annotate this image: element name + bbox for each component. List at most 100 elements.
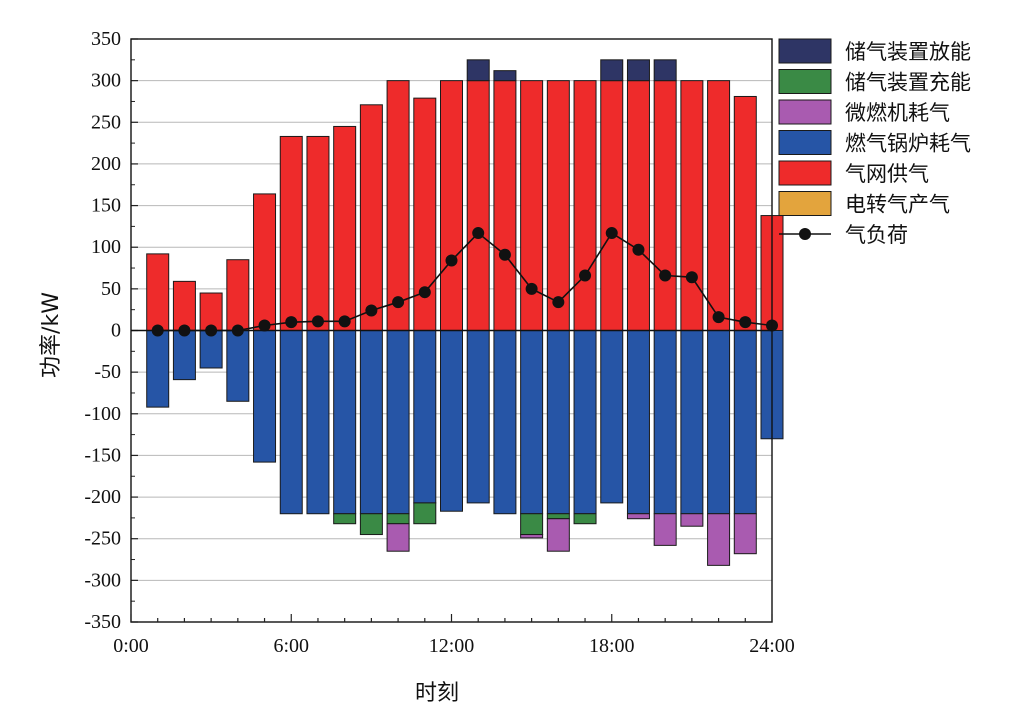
load-point [498,248,511,261]
load-point [472,227,485,240]
bar-segment [707,513,731,566]
bar-segment [707,80,731,332]
load-point [525,282,538,295]
bar-segment [226,259,250,332]
load-point [445,254,458,267]
load-point [739,316,752,329]
legend-swatch [778,191,832,216]
bar-segment [520,534,544,539]
bar-segment [546,518,570,552]
bar-segment [333,330,357,515]
x-axis-title: 时刻 [415,681,459,706]
bar-segment [680,80,704,332]
y-tick-label: 100 [91,236,121,258]
bar-segment [146,253,170,331]
bar-segment [653,80,677,332]
load-point [285,316,298,329]
bar-segment [573,80,597,332]
bar-segment [626,59,650,82]
load-point [605,227,618,240]
y-tick-label: -150 [84,444,121,466]
bar-segment [520,513,544,536]
bar-segment [653,513,677,546]
legend-label: 微燃机耗气 [845,101,950,125]
x-tick-label: 12:00 [429,635,475,657]
load-point [231,324,244,337]
bar-segment [306,135,330,331]
bar-segment [733,95,757,331]
load-point [258,319,271,332]
bar-segment [413,330,437,504]
bar-segment [386,330,410,515]
load-point [311,315,324,328]
legend-swatch [778,38,832,64]
bar-segment [172,280,196,331]
bar-segment [520,330,544,515]
load-point [418,286,431,299]
y-tick-label: 300 [91,70,121,92]
legend-line-marker [799,228,811,240]
bar-segment [680,330,704,515]
y-tick-label: -100 [84,403,121,425]
bar-segment [466,330,490,504]
load-point [392,296,405,309]
bar-segment [386,513,410,525]
y-tick-label: 150 [91,195,121,217]
y-tick-label: 350 [91,28,121,50]
legend-swatch [778,99,832,125]
x-tick-label: 18:00 [589,635,635,657]
y-tick-label: 200 [91,153,121,175]
y-tick-label: -300 [84,569,121,591]
load-point [365,304,378,317]
bar-segment [546,330,570,515]
bar-segment [466,59,490,82]
bar-segment [386,80,410,332]
bar-segment [653,59,677,82]
x-tick-label: 6:00 [273,635,309,657]
y-tick-label: 50 [101,278,121,300]
bar-segment [386,523,410,552]
bar-segment [253,193,277,331]
legend-label: 燃气锅炉耗气 [845,132,971,156]
plot-area: 350 300 250 200 150 100 50 0 -50 -100 -150 -200 -250… [84,28,794,657]
bar-segment [653,330,677,515]
bar-segment [279,330,303,515]
load-point [632,243,645,256]
bar-segment [573,330,597,515]
load-point [712,311,725,324]
y-tick-label: 250 [91,111,121,133]
load-point [205,324,218,337]
bar-segment [172,330,196,381]
bar-segment [626,513,650,520]
y-tick-label: -250 [84,528,121,550]
bar-segment [600,330,624,504]
load-point [685,271,698,284]
legend-label: 气负荷 [845,223,908,247]
bar-segment [493,80,517,332]
bar-segment [359,513,383,536]
bar-segment [333,125,357,331]
bar-segment [359,104,383,331]
legend-label: 气网供气 [845,162,929,186]
load-point [178,324,191,337]
y-tick-label: -200 [84,486,121,508]
bar-segment [600,80,624,332]
x-tick-label: 0:00 [113,635,149,657]
legend-label: 储气装置放能 [845,40,971,64]
y-tick-label: -350 [84,611,121,633]
bar-segment [600,59,624,82]
bar-segment [146,330,170,408]
bar-segment [466,80,490,332]
bar-segment [333,513,357,525]
bar-segment [279,135,303,331]
x-tick-label: 24:00 [749,635,795,657]
legend-label: 电转气产气 [845,193,950,217]
bar-segment [733,513,757,555]
bar-segment [440,330,463,512]
bar-segment [546,80,570,332]
y-axis-title: 功率/kW [39,292,64,378]
bar-segment [707,330,731,515]
bar-segment [226,330,250,402]
